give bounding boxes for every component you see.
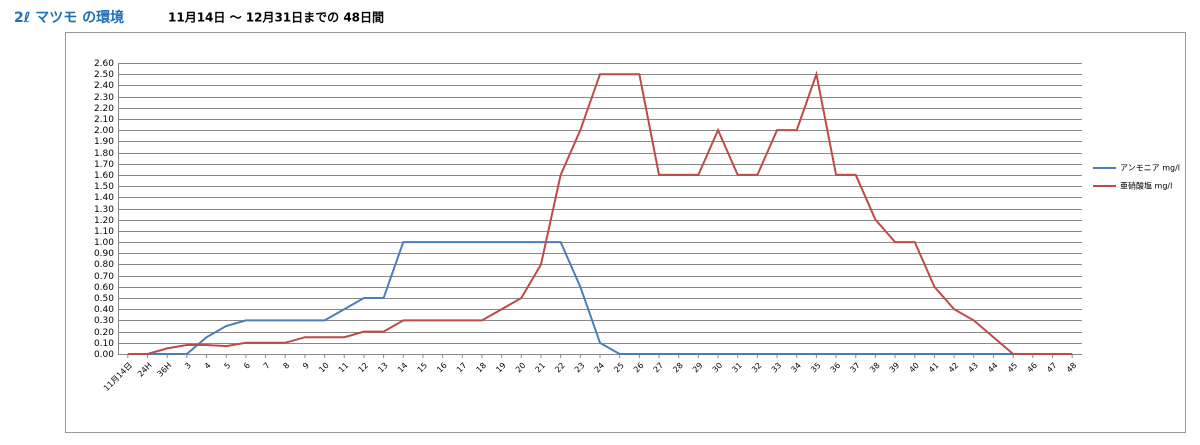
y-tick-label: 0.70 xyxy=(94,272,114,282)
y-tick-label: 0.50 xyxy=(94,294,114,304)
y-tick-label: 2.00 xyxy=(94,126,114,136)
y-tick-label: 0.00 xyxy=(94,350,114,360)
x-tick-label: 5 xyxy=(222,361,232,371)
x-tick-label: 9 xyxy=(301,361,311,371)
x-tick-label: 3 xyxy=(183,361,193,371)
legend-label: 亜硝酸塩 mg/l xyxy=(1120,181,1172,191)
y-tick-label: 0.10 xyxy=(94,339,114,349)
chart-frame xyxy=(65,32,1186,433)
y-tick-label: 2.40 xyxy=(94,81,114,91)
y-tick-label: 0.60 xyxy=(94,283,114,293)
y-tick-label: 1.30 xyxy=(94,205,114,215)
y-tick-label: 1.60 xyxy=(94,171,114,181)
y-tick-label: 1.80 xyxy=(94,149,114,159)
y-tick-label: 1.90 xyxy=(94,137,114,147)
y-tick-label: 2.50 xyxy=(94,70,114,80)
y-tick-label: 2.20 xyxy=(94,104,114,114)
y-tick-label: 1.10 xyxy=(94,227,114,237)
y-tick-label: 2.60 xyxy=(94,59,114,69)
y-tick-label: 2.30 xyxy=(94,93,114,103)
x-tick-label: 4 xyxy=(203,361,213,371)
y-tick-label: 1.70 xyxy=(94,160,114,170)
x-tick-label: 6 xyxy=(242,361,252,371)
x-tick-label: 8 xyxy=(281,361,291,371)
series-line xyxy=(127,70,1073,355)
y-tick-label: 2.10 xyxy=(94,115,114,125)
y-tick-label: 1.20 xyxy=(94,216,114,226)
y-tick-label: 0.40 xyxy=(94,305,114,315)
y-tick-label: 1.00 xyxy=(94,238,114,248)
y-tick-label: 0.20 xyxy=(94,328,114,338)
x-tick-label: 7 xyxy=(262,361,272,371)
y-tick-label: 1.50 xyxy=(94,182,114,192)
page-subtitle: 11月14日 〜 12月31日までの 48日間 xyxy=(168,11,384,25)
y-tick-label: 0.80 xyxy=(94,260,114,270)
y-tick-label: 0.30 xyxy=(94,316,114,326)
y-tick-label: 1.40 xyxy=(94,193,114,203)
page-title: 2ℓ マツモ の環境 xyxy=(14,9,124,26)
series-line xyxy=(127,241,1073,355)
legend-label: アンモニア mg/l xyxy=(1120,164,1180,173)
y-tick-label: 0.90 xyxy=(94,249,114,259)
